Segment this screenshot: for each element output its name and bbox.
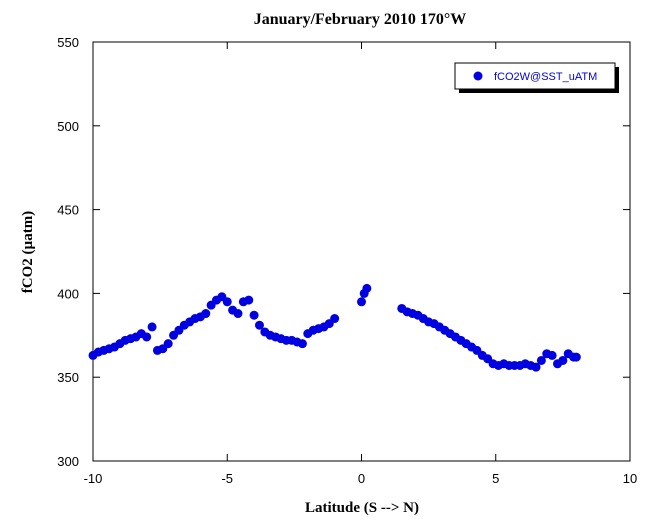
y-axis-label: fCO2 (µatm)	[20, 211, 36, 293]
point	[536, 355, 546, 365]
legend-label: fCO2W@SST_uATM	[494, 71, 597, 83]
point	[362, 283, 372, 293]
x-axis-label: Latitude (S --> N)	[305, 500, 419, 516]
point	[531, 362, 541, 372]
x-tick-label: 5	[492, 471, 499, 486]
point	[558, 355, 568, 365]
x-tick-label: 0	[358, 471, 365, 486]
legend: fCO2W@SST_uATM	[454, 62, 619, 93]
point	[142, 332, 152, 342]
x-tick-label: 10	[623, 471, 637, 486]
point	[233, 309, 243, 319]
point	[222, 297, 232, 307]
point	[330, 314, 340, 324]
y-tick-label: 550	[57, 35, 79, 50]
point	[547, 350, 557, 360]
point	[244, 295, 254, 305]
plot-frame	[92, 41, 631, 462]
point	[249, 310, 259, 320]
y-tick-label: 300	[57, 454, 79, 469]
point	[254, 320, 264, 330]
y-tick-label: 350	[57, 370, 79, 385]
y-tick-label: 450	[57, 203, 79, 218]
y-tick-label: 400	[57, 286, 79, 301]
point	[357, 297, 366, 307]
x-tick-label: -10	[84, 471, 103, 486]
x-tick-label: -5	[221, 471, 233, 486]
point	[163, 339, 173, 349]
chart-title: January/February 2010 170°W	[254, 11, 467, 28]
y-tick-label: 500	[57, 119, 79, 134]
point	[297, 339, 307, 349]
point	[571, 352, 581, 362]
point	[147, 322, 157, 332]
legend-marker	[473, 71, 483, 81]
point	[201, 309, 211, 319]
